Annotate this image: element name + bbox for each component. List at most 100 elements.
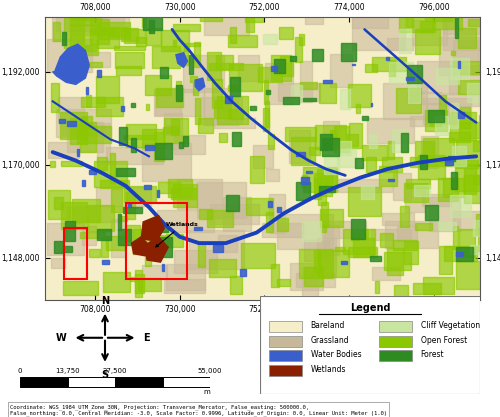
Text: S: S	[102, 369, 108, 379]
Bar	[468, 19, 495, 25]
Bar	[72, 0, 128, 35]
Bar	[324, 224, 338, 255]
Bar	[144, 185, 150, 189]
Bar	[66, 121, 76, 126]
Bar	[390, 60, 396, 76]
Bar	[58, 118, 65, 123]
Bar	[132, 229, 141, 254]
Bar	[450, 195, 470, 217]
Bar	[299, 249, 332, 278]
Bar	[296, 181, 310, 200]
Bar	[53, 23, 60, 41]
Bar	[96, 98, 123, 116]
Bar	[268, 201, 272, 207]
Bar	[325, 177, 329, 184]
Bar	[122, 28, 138, 41]
Text: 13,750: 13,750	[55, 368, 80, 374]
Bar	[200, 11, 222, 20]
Bar	[68, 377, 115, 387]
Bar	[443, 13, 497, 34]
Bar	[99, 22, 130, 39]
Bar	[67, 206, 120, 222]
Bar	[302, 221, 321, 241]
Bar	[379, 350, 412, 361]
Bar	[265, 100, 268, 127]
Bar	[314, 125, 346, 149]
Bar	[264, 80, 268, 105]
Bar	[168, 179, 192, 197]
Bar	[306, 0, 324, 24]
Bar	[476, 214, 500, 234]
Bar	[240, 269, 246, 276]
Text: Bareland: Bareland	[310, 321, 345, 330]
Bar	[228, 108, 243, 119]
Bar	[164, 118, 188, 143]
Bar	[382, 214, 414, 225]
Bar	[444, 246, 477, 261]
Bar	[109, 28, 128, 38]
Bar	[80, 122, 96, 151]
Bar	[164, 279, 205, 294]
Bar	[362, 116, 368, 120]
Bar	[300, 177, 309, 184]
Bar	[434, 116, 448, 135]
Bar	[464, 176, 487, 203]
Bar	[456, 140, 486, 166]
Bar	[216, 55, 232, 69]
Bar	[458, 80, 480, 95]
Bar	[410, 116, 438, 126]
Bar	[110, 153, 116, 183]
Bar	[369, 134, 377, 148]
Bar	[263, 34, 278, 44]
Bar	[158, 182, 180, 193]
Bar	[438, 37, 480, 75]
Bar	[70, 25, 98, 55]
Bar	[416, 61, 461, 93]
Bar	[384, 252, 411, 270]
Bar	[194, 226, 202, 230]
Bar	[277, 208, 281, 211]
Bar	[241, 243, 276, 268]
Bar	[412, 283, 442, 294]
Bar	[378, 166, 397, 186]
Text: m: m	[203, 389, 210, 394]
Bar	[276, 214, 333, 249]
Bar	[190, 76, 197, 82]
Polygon shape	[145, 237, 168, 262]
Bar	[388, 141, 394, 159]
Bar	[424, 277, 454, 294]
Bar	[375, 281, 378, 293]
Bar	[244, 10, 264, 23]
Bar	[90, 249, 100, 257]
Bar	[324, 154, 340, 174]
Bar	[136, 274, 144, 293]
Bar	[314, 178, 320, 198]
Bar	[90, 29, 114, 35]
Bar	[362, 186, 374, 199]
Bar	[290, 56, 296, 61]
Bar	[230, 64, 262, 91]
Bar	[438, 178, 458, 201]
Bar	[82, 226, 96, 246]
Bar	[394, 173, 410, 200]
Bar	[278, 83, 320, 100]
Bar	[164, 113, 182, 148]
Bar	[230, 276, 241, 294]
Bar	[142, 0, 146, 27]
Bar	[430, 196, 460, 231]
Bar	[162, 377, 210, 387]
Bar	[126, 225, 140, 241]
Bar	[166, 264, 205, 290]
Bar	[290, 130, 310, 163]
Bar	[406, 184, 425, 212]
Bar	[386, 221, 438, 248]
Bar	[104, 272, 130, 292]
Bar	[218, 95, 248, 124]
Bar	[422, 98, 471, 124]
Bar	[97, 229, 112, 241]
Bar	[302, 175, 307, 187]
Bar	[416, 141, 434, 160]
Bar	[450, 113, 475, 140]
Bar	[393, 240, 416, 250]
Bar	[150, 225, 168, 232]
